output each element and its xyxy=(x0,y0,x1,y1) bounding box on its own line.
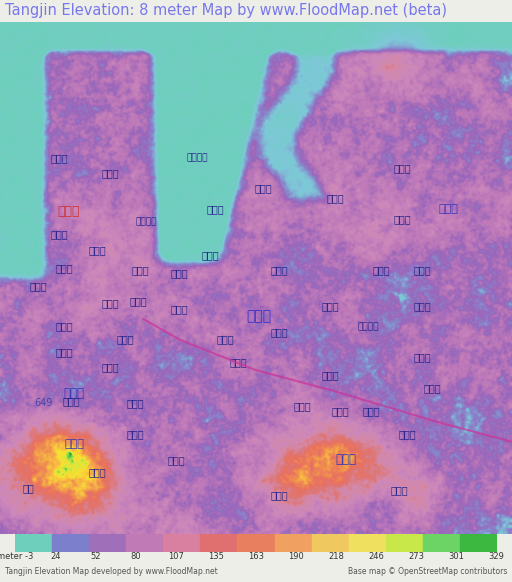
Text: 218: 218 xyxy=(328,552,344,561)
Text: Base map © OpenStreetMap contributors: Base map © OpenStreetMap contributors xyxy=(348,567,507,577)
Text: 649: 649 xyxy=(34,399,53,409)
Text: 273: 273 xyxy=(409,552,424,561)
Bar xyxy=(311,534,349,552)
Text: 포리: 포리 xyxy=(23,483,34,493)
Text: 우하리: 우하리 xyxy=(55,347,73,357)
Text: 수산리: 수산리 xyxy=(30,281,47,290)
Text: 안흥리: 안흥리 xyxy=(101,168,119,178)
Text: 도산리: 도산리 xyxy=(55,262,73,273)
Text: 수당리: 수당리 xyxy=(50,152,68,163)
Bar xyxy=(422,534,460,552)
Text: 유공리: 유공리 xyxy=(391,485,408,495)
Text: 가학리: 가학리 xyxy=(414,352,431,363)
Text: 덕마리: 덕마리 xyxy=(132,265,150,275)
Bar xyxy=(163,534,201,552)
Text: 가교리: 가교리 xyxy=(373,265,390,275)
Bar xyxy=(15,534,52,552)
Bar xyxy=(349,534,386,552)
Text: 246: 246 xyxy=(368,552,385,561)
Text: 원남동: 원남동 xyxy=(229,357,247,367)
Text: 시영리: 시영리 xyxy=(55,322,73,332)
Text: 봉소리: 봉소리 xyxy=(393,214,411,224)
Bar xyxy=(460,534,497,552)
Text: 강산리: 강산리 xyxy=(270,327,288,337)
Text: 매방리: 매방리 xyxy=(50,229,68,239)
Text: 기지시리: 기지시리 xyxy=(358,322,379,331)
Text: 상거리: 상거리 xyxy=(424,383,441,393)
Text: 송산면: 송산면 xyxy=(335,453,356,466)
Text: 성북리: 성북리 xyxy=(327,194,344,204)
Text: 대운산리: 대운산리 xyxy=(135,217,157,226)
Bar xyxy=(201,534,238,552)
Text: 무수리: 무수리 xyxy=(270,491,288,501)
Text: 24: 24 xyxy=(50,552,61,561)
Text: 329: 329 xyxy=(488,552,505,561)
Text: 옆호리: 옆호리 xyxy=(414,301,431,311)
Text: 부곳리: 부곳리 xyxy=(362,406,380,416)
Text: 163: 163 xyxy=(248,552,264,561)
Text: 달두리: 달두리 xyxy=(127,399,144,409)
Text: 80: 80 xyxy=(131,552,141,561)
Bar xyxy=(386,534,422,552)
Text: 107: 107 xyxy=(168,552,184,561)
Text: 대초리: 대초리 xyxy=(65,439,84,449)
Text: Tangjin Elevation: 8 meter Map by www.FloodMap.net (beta): Tangjin Elevation: 8 meter Map by www.Fl… xyxy=(5,3,447,19)
Bar xyxy=(238,534,274,552)
Text: 금알리: 금알리 xyxy=(322,370,339,380)
Text: 송석리: 송석리 xyxy=(293,401,311,411)
Text: 항공리: 항공리 xyxy=(63,396,80,406)
Text: 송학리: 송학리 xyxy=(255,183,272,193)
Text: 우두동: 우두동 xyxy=(217,335,234,345)
Text: 신사리: 신사리 xyxy=(101,299,119,308)
Text: 52: 52 xyxy=(90,552,101,561)
Text: 진관리: 진관리 xyxy=(101,363,119,372)
Text: 사기소리: 사기소리 xyxy=(186,153,208,162)
Text: 대덕동: 대덕동 xyxy=(270,265,288,275)
Text: 행정동: 행정동 xyxy=(170,268,188,278)
Text: meter -3: meter -3 xyxy=(0,552,34,561)
Text: 사관리: 사관리 xyxy=(89,245,106,255)
Bar xyxy=(52,534,90,552)
Text: 순성면: 순성면 xyxy=(438,204,458,214)
Text: 방계리: 방계리 xyxy=(414,265,431,275)
Text: 김할리: 김할리 xyxy=(89,467,106,478)
Text: 정미면: 정미면 xyxy=(58,205,80,218)
Text: Tangjin Elevation Map developed by www.FloodMap.net: Tangjin Elevation Map developed by www.F… xyxy=(5,567,218,577)
Text: 190: 190 xyxy=(288,552,304,561)
Bar xyxy=(126,534,163,552)
Text: 백석리: 백석리 xyxy=(393,163,411,173)
Text: 봉생리: 봉생리 xyxy=(117,335,134,345)
Bar xyxy=(90,534,126,552)
Text: 당진시: 당진시 xyxy=(246,310,271,324)
Text: 고대면: 고대면 xyxy=(63,386,85,400)
Text: 매공리: 매공리 xyxy=(332,406,349,416)
Text: 도론리: 도론리 xyxy=(398,429,416,439)
Text: 용연동: 용연동 xyxy=(201,250,219,260)
Text: 족동리: 족동리 xyxy=(206,204,224,214)
Text: 모평리: 모평리 xyxy=(130,296,147,306)
Text: 수향리: 수향리 xyxy=(127,429,144,439)
Text: 시공동: 시공동 xyxy=(322,301,339,311)
Text: 301: 301 xyxy=(449,552,464,561)
Text: 담산리: 담산리 xyxy=(168,455,185,465)
Text: 칔은동: 칔은동 xyxy=(170,304,188,314)
Text: 135: 135 xyxy=(208,552,224,561)
Bar xyxy=(274,534,311,552)
